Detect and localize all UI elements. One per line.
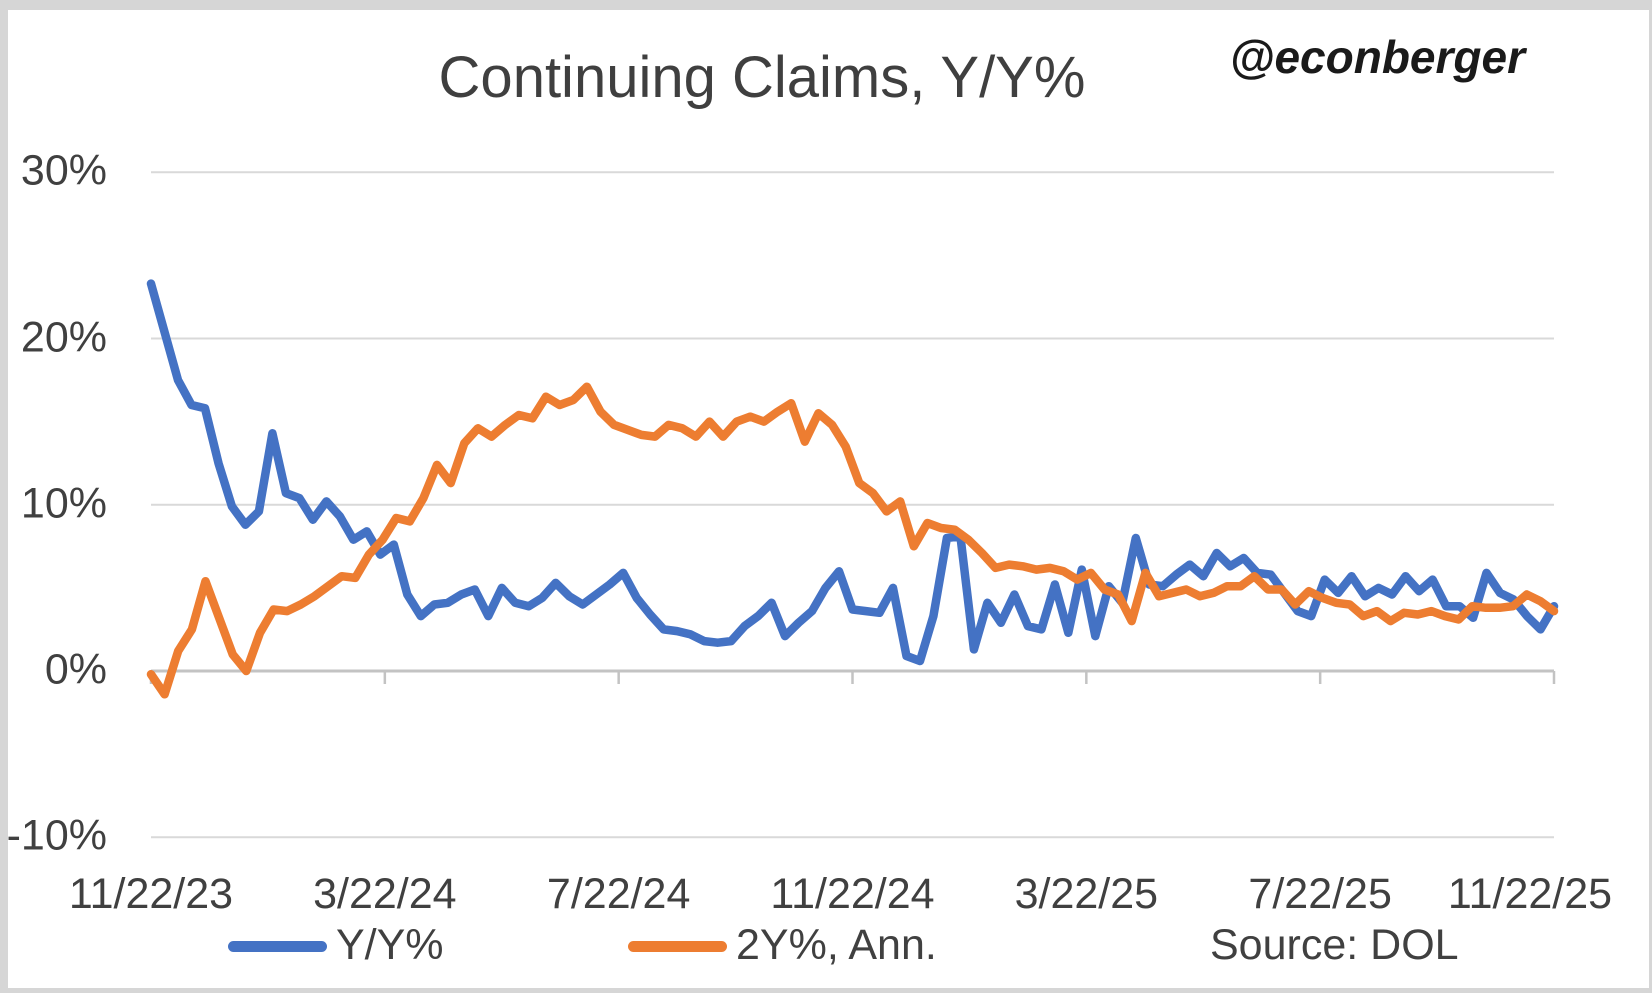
- y-tick-label-0%: 0%: [44, 645, 107, 694]
- legend-label-2y: 2Y%, Ann.: [736, 921, 937, 969]
- frame-border-right: [1649, 0, 1652, 993]
- x-tick-label-11/22/23: 11/22/23: [68, 870, 234, 918]
- x-tick-label-3/22/25: 3/22/25: [1014, 870, 1159, 918]
- y-tick-label-10%: 10%: [20, 479, 107, 528]
- frame-border-left: [0, 0, 8, 993]
- series-line-2y: [146, 382, 1559, 699]
- y-tick-label--10%: -10%: [6, 811, 107, 860]
- x-tick-label-7/22/24: 7/22/24: [546, 870, 691, 918]
- y-tick-label-30%: 30%: [20, 146, 107, 195]
- x-tick-label-11/22/24: 11/22/24: [770, 870, 935, 918]
- frame-border-bottom: [0, 988, 1652, 993]
- source-note: Source: DOL: [1210, 921, 1459, 969]
- legend-label-yy: Y/Y%: [336, 921, 444, 969]
- legend-swatch-2y: [628, 941, 727, 952]
- y-tick-label-20%: 20%: [20, 313, 107, 362]
- chart-title: Continuing Claims, Y/Y%: [438, 45, 1086, 110]
- x-tick-label-3/22/24: 3/22/24: [313, 870, 457, 918]
- x-tick-label-7/22/25: 7/22/25: [1248, 870, 1392, 918]
- legend-swatch-yy: [228, 941, 327, 952]
- watermark-text: @econberger: [1229, 31, 1525, 83]
- x-tick-label-11/22/25: 11/22/25: [1447, 870, 1613, 918]
- frame-border-top: [0, 0, 1652, 10]
- series-line-yy: [146, 279, 1559, 666]
